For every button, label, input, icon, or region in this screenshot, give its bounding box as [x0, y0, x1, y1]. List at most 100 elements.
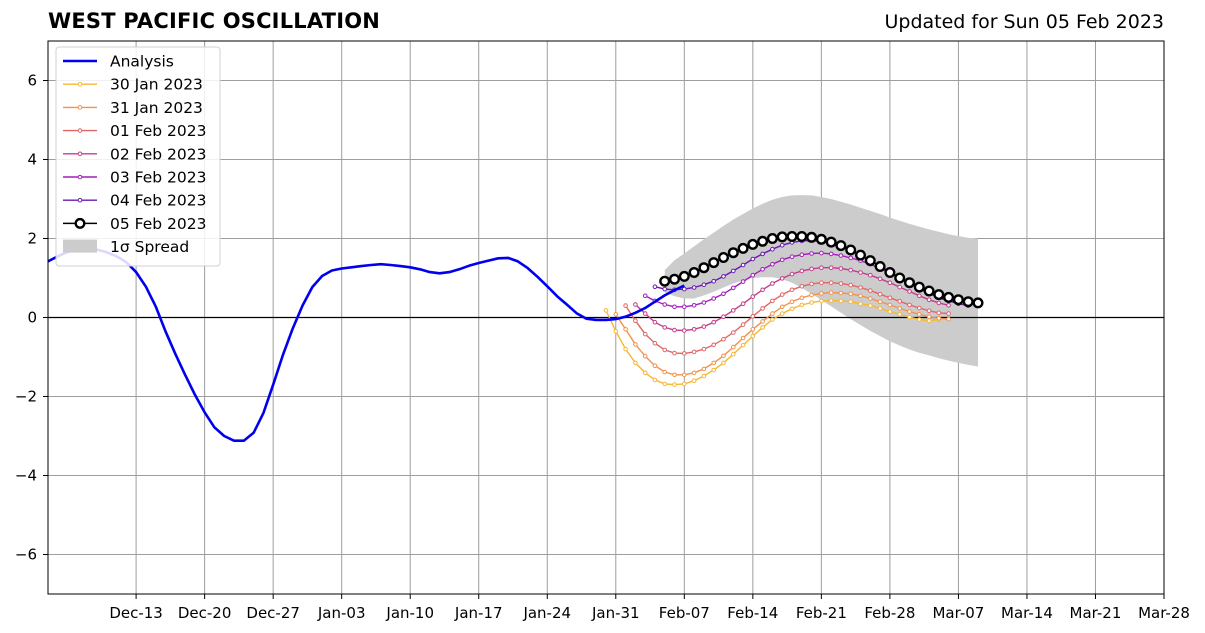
forecast-point: [868, 303, 873, 308]
latest-forecast-point: [718, 251, 730, 263]
forecast-point: [838, 290, 844, 296]
x-tick-label: Jan-31: [591, 604, 640, 622]
chart-subtitle: Updated for Sun 05 Feb 2023: [884, 11, 1164, 33]
forecast-point: [858, 270, 863, 275]
tick-layer: Dec-13 Dec-20 Dec-27 Jan-03 Jan-10 Jan-17 Jan-…: [15, 72, 1190, 623]
forecast-point: [711, 296, 717, 301]
forecast-point: [917, 305, 922, 311]
series-layer: [47, 230, 984, 443]
forecast-point: [691, 285, 697, 290]
forecast-point: [848, 291, 854, 297]
forecast-point: [770, 311, 775, 316]
forecast-point: [691, 349, 697, 355]
forecast-point: [926, 318, 932, 324]
forecast-point: [819, 265, 824, 271]
legend-swatch-marker: [77, 197, 83, 203]
legend-entry-label: 04 Feb 2023: [110, 192, 206, 210]
forecast-point: [858, 301, 863, 307]
latest-forecast-point: [678, 270, 690, 282]
latest-forecast-point: [776, 231, 788, 243]
forecast-point: [721, 336, 726, 342]
latest-forecast-point: [845, 244, 857, 256]
forecast-point: [682, 372, 687, 378]
forecast-point: [711, 278, 717, 284]
forecast-point: [809, 251, 814, 256]
forecast-point: [652, 363, 658, 369]
forecast-point: [770, 298, 775, 304]
chart-title: WEST PACIFIC OSCILLATION: [48, 9, 381, 33]
y-tick-label: −2: [15, 388, 37, 406]
legend-entry-label: 05 Feb 2023: [110, 215, 206, 233]
legend[interactable]: Analysis 30 Jan 2023 31 Jan 2023 01 Feb 202…: [55, 46, 221, 267]
y-tick-label: −4: [15, 467, 37, 485]
forecast-point: [838, 281, 844, 286]
forecast-point: [672, 304, 677, 310]
legend-swatch-marker: [77, 128, 83, 133]
legend-entry-label: 02 Feb 2023: [110, 145, 206, 163]
forecast-point: [887, 280, 893, 286]
forecast-point: [936, 310, 942, 316]
forecast-point: [848, 267, 854, 273]
forecast-point: [740, 301, 746, 307]
forecast-point: [682, 286, 687, 292]
forecast-point: [691, 378, 697, 384]
forecast-point: [750, 333, 756, 339]
forecast-point: [750, 272, 756, 278]
latest-forecast-point: [659, 275, 671, 287]
latest-forecast-point: [962, 296, 974, 308]
forecast-point: [838, 266, 844, 271]
forecast-point: [623, 327, 628, 332]
x-tick-label: Feb-14: [727, 604, 778, 622]
latest-forecast-point: [688, 267, 700, 279]
forecast-point: [828, 265, 834, 271]
forecast-point: [721, 291, 726, 297]
forecast-point: [613, 312, 619, 317]
y-tick-label: 0: [27, 309, 37, 327]
forecast-point: [819, 280, 824, 286]
forecast-line: [625, 282, 949, 355]
forecast-point: [789, 254, 795, 260]
latest-forecast-point: [855, 249, 867, 261]
forecast-point: [701, 324, 707, 329]
forecast-point: [799, 252, 805, 257]
forecast-point: [731, 308, 736, 313]
forecast-point: [770, 261, 775, 267]
latest-forecast-point: [786, 230, 798, 242]
latest-forecast-point: [806, 231, 818, 243]
forecast-point: [936, 300, 942, 306]
forecast-point: [779, 242, 785, 248]
latest-forecast-point: [757, 235, 769, 247]
latest-forecast-point: [747, 238, 759, 250]
forecast-point: [672, 327, 677, 333]
forecast-point: [868, 272, 873, 278]
forecast-point: [750, 256, 756, 262]
forecast-point: [809, 300, 814, 305]
forecast-point: [877, 291, 883, 297]
forecast-point: [799, 295, 805, 301]
forecast-point: [936, 316, 942, 321]
forecast-point: [760, 251, 765, 257]
forecast-point: [799, 268, 805, 274]
forecast-point: [897, 312, 903, 317]
forecast-point: [828, 290, 834, 295]
forecast-point: [848, 299, 854, 305]
analysis-line: [47, 247, 685, 443]
forecast-point: [672, 350, 677, 356]
legend-swatch-marker: [77, 105, 83, 110]
x-tick-label: Feb-28: [864, 604, 915, 622]
latest-forecast-point: [894, 272, 906, 284]
forecast-point: [652, 319, 658, 325]
forecast-point: [887, 295, 893, 301]
forecast-point: [799, 284, 805, 289]
x-tick-label: Dec-13: [109, 604, 163, 622]
y-tick-label: −6: [15, 546, 37, 564]
forecast-point: [682, 328, 687, 333]
legend-entry-label: 1σ Spread: [110, 238, 189, 256]
latest-forecast-point: [972, 297, 984, 309]
forecast-point: [917, 293, 922, 299]
forecast-point: [711, 367, 717, 373]
forecast-point: [819, 250, 824, 256]
forecast-point: [740, 335, 746, 341]
forecast-point: [946, 316, 951, 322]
forecast-point: [652, 340, 658, 346]
